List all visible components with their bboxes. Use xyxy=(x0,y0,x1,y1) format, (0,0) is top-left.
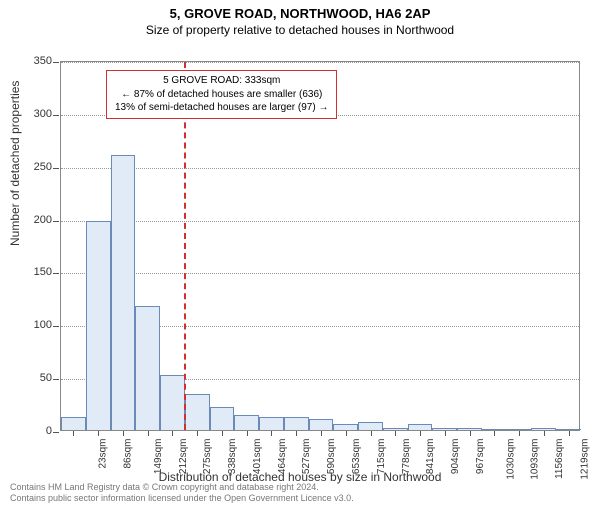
y-tick-label: 350 xyxy=(18,55,52,67)
footer-line2: Contains public sector information licen… xyxy=(10,493,354,504)
histogram-bar xyxy=(432,428,457,430)
x-tick xyxy=(98,431,99,436)
y-tick-label: 250 xyxy=(18,161,52,173)
histogram-bar xyxy=(507,429,532,430)
histogram-bar xyxy=(185,394,210,430)
x-tick-label: 275sqm xyxy=(203,439,214,475)
x-tick xyxy=(395,431,396,436)
histogram-bar xyxy=(556,429,581,430)
x-tick-label: 590sqm xyxy=(326,439,337,475)
x-tick-label: 967sqm xyxy=(475,439,486,475)
histogram-bar xyxy=(358,422,383,430)
x-tick xyxy=(123,431,124,436)
x-tick xyxy=(519,431,520,436)
histogram-bar xyxy=(309,419,334,430)
x-tick-label: 86sqm xyxy=(123,439,134,469)
x-tick-label: 653sqm xyxy=(351,439,362,475)
header: 5, GROVE ROAD, NORTHWOOD, HA6 2AP Size o… xyxy=(0,6,600,37)
x-tick xyxy=(544,431,545,436)
x-tick-label: 715sqm xyxy=(376,439,387,475)
gridline xyxy=(61,62,579,63)
x-tick xyxy=(222,431,223,436)
x-tick-label: 401sqm xyxy=(252,439,263,475)
address-title: 5, GROVE ROAD, NORTHWOOD, HA6 2AP xyxy=(0,6,600,21)
y-tick-label: 300 xyxy=(18,108,52,120)
histogram-bar xyxy=(111,155,136,430)
histogram-bar xyxy=(259,417,284,430)
histogram-bar xyxy=(482,429,507,430)
annotation-line3: 13% of semi-detached houses are larger (… xyxy=(115,101,328,115)
x-tick-label: 778sqm xyxy=(401,439,412,475)
histogram-bar xyxy=(86,221,111,430)
gridline xyxy=(61,221,579,222)
annotation-box: 5 GROVE ROAD: 333sqm← 87% of detached ho… xyxy=(106,70,337,119)
histogram-bar xyxy=(234,415,259,430)
footer: Contains HM Land Registry data © Crown c… xyxy=(10,482,354,505)
x-tick xyxy=(172,431,173,436)
y-tick-label: 200 xyxy=(18,214,52,226)
x-tick xyxy=(569,431,570,436)
annotation-line1: 5 GROVE ROAD: 333sqm xyxy=(115,74,328,88)
x-tick xyxy=(445,431,446,436)
histogram-bar xyxy=(210,407,235,430)
y-tick xyxy=(53,379,59,380)
x-tick xyxy=(73,431,74,436)
histogram-bar xyxy=(284,417,309,430)
histogram-bar xyxy=(333,424,358,430)
y-tick xyxy=(53,326,59,327)
y-tick xyxy=(53,221,59,222)
x-tick xyxy=(420,431,421,436)
histogram-bar xyxy=(457,428,482,430)
subtitle: Size of property relative to detached ho… xyxy=(0,23,600,37)
histogram-bar xyxy=(408,424,433,430)
y-tick xyxy=(53,432,59,433)
x-tick-label: 23sqm xyxy=(98,439,109,469)
x-tick xyxy=(321,431,322,436)
histogram-bar xyxy=(383,428,408,430)
y-tick-label: 100 xyxy=(18,319,52,331)
y-tick-label: 0 xyxy=(18,425,52,437)
histogram-bar xyxy=(135,306,160,430)
x-tick xyxy=(296,431,297,436)
x-tick xyxy=(148,431,149,436)
x-tick-label: 527sqm xyxy=(302,439,313,475)
x-tick-label: 904sqm xyxy=(450,439,461,475)
plot-area: 23sqm86sqm149sqm212sqm275sqm338sqm401sqm… xyxy=(60,61,580,431)
x-tick-label: 212sqm xyxy=(178,439,189,475)
histogram-bar xyxy=(61,417,86,430)
chart: 23sqm86sqm149sqm212sqm275sqm338sqm401sqm… xyxy=(60,61,580,431)
x-tick xyxy=(197,431,198,436)
y-tick xyxy=(53,115,59,116)
x-tick xyxy=(470,431,471,436)
x-tick xyxy=(494,431,495,436)
x-tick xyxy=(346,431,347,436)
gridline xyxy=(61,168,579,169)
y-tick xyxy=(53,62,59,63)
y-tick-label: 50 xyxy=(18,372,52,384)
x-tick-label: 338sqm xyxy=(227,439,238,475)
x-tick-label: 464sqm xyxy=(277,439,288,475)
x-tick xyxy=(271,431,272,436)
histogram-bar xyxy=(531,428,556,430)
y-tick xyxy=(53,168,59,169)
x-tick xyxy=(371,431,372,436)
annotation-line2: ← 87% of detached houses are smaller (63… xyxy=(115,88,328,102)
gridline xyxy=(61,273,579,274)
y-tick-label: 150 xyxy=(18,266,52,278)
y-tick xyxy=(53,273,59,274)
x-tick-label: 841sqm xyxy=(425,439,436,475)
x-tick-label: 149sqm xyxy=(153,439,164,475)
footer-line1: Contains HM Land Registry data © Crown c… xyxy=(10,482,354,493)
histogram-bar xyxy=(160,375,185,430)
x-tick xyxy=(247,431,248,436)
